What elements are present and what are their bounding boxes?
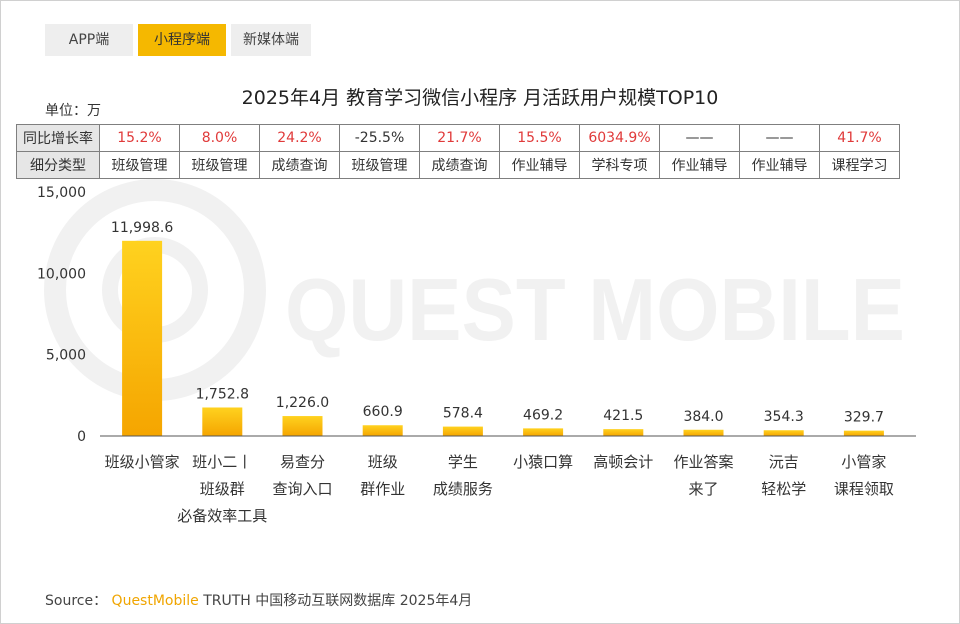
bar <box>763 430 804 436</box>
bar-value-label: 354.3 <box>764 409 804 425</box>
bar <box>843 430 884 436</box>
growth-cell: 21.7% <box>419 124 500 152</box>
tab-app[interactable]: APP端 <box>45 24 133 56</box>
type-cell: 班级管理 <box>339 151 420 179</box>
x-tick-label: 查询入口 <box>272 480 332 498</box>
bar-value-label: 469.2 <box>523 407 563 423</box>
bar-value-label: 1,226.0 <box>276 395 329 411</box>
growth-cell: 41.7% <box>819 124 900 152</box>
bar-chart: 0 5,000 10,000 15,000 11,998.6 1,752.8 1,226.… <box>37 185 916 525</box>
type-header: 细分类型 <box>16 151 100 179</box>
x-tick-label: 课程领取 <box>834 480 894 498</box>
bar-value-label: 421.5 <box>603 408 643 424</box>
tab-mini-program[interactable]: 小程序端 <box>138 24 226 56</box>
x-tick-label: 轻松学 <box>761 480 806 498</box>
bar-value-label: 1,752.8 <box>196 386 249 402</box>
source-prefix: Source： <box>45 593 108 609</box>
type-cell: 作业辅导 <box>739 151 820 179</box>
type-cell: 班级管理 <box>99 151 180 179</box>
growth-cell: —— <box>739 124 820 152</box>
bar-value-label: 578.4 <box>443 406 483 422</box>
x-tick-label: 小猿口算 <box>513 453 573 471</box>
type-cell: 作业辅导 <box>659 151 740 179</box>
chart-title: 2025年4月 教育学习微信小程序 月活跃用户规模TOP10 <box>241 87 719 109</box>
growth-cell: 6034.9% <box>579 124 660 152</box>
growth-cell: -25.5% <box>339 124 420 152</box>
x-tick-label: 易查分 <box>280 453 325 471</box>
type-cell: 班级管理 <box>179 151 260 179</box>
x-tick-label: 高顿会计 <box>593 453 653 471</box>
x-tick-label: 来了 <box>688 480 718 498</box>
x-tick-label: 小管家 <box>841 453 886 471</box>
source-brand: QuestMobile <box>111 593 199 609</box>
tab-new-media[interactable]: 新媒体端 <box>231 24 311 56</box>
stats-table: 同比增长率 15.2% 8.0% 24.2% -25.5% 21.7% 15.5… <box>16 124 900 179</box>
x-tick-label: 成绩服务 <box>433 480 493 498</box>
bar <box>362 425 403 436</box>
type-cell: 成绩查询 <box>419 151 500 179</box>
bar <box>442 426 483 436</box>
type-cell: 作业辅导 <box>499 151 580 179</box>
y-tick-label: 15,000 <box>37 185 86 201</box>
bar-value-label: 660.9 <box>363 404 403 420</box>
growth-cell: 24.2% <box>259 124 340 152</box>
y-tick-label: 0 <box>77 429 86 445</box>
y-axis: 0 5,000 10,000 15,000 <box>37 185 86 445</box>
x-tick-label: 群作业 <box>360 480 405 498</box>
growth-cell: 15.2% <box>99 124 180 152</box>
bar <box>603 429 644 436</box>
unit-label: 单位：万 <box>45 103 101 119</box>
x-tick-label: 班级 <box>368 453 398 471</box>
bar-value-label: 11,998.6 <box>111 220 173 236</box>
tab-bar: APP端 小程序端 新媒体端 <box>45 24 311 56</box>
type-row: 细分类型 班级管理 班级管理 成绩查询 班级管理 成绩查询 作业辅导 学科专项 … <box>16 151 900 179</box>
type-cell: 学科专项 <box>579 151 660 179</box>
bar <box>282 416 323 436</box>
bar <box>202 407 243 436</box>
bars: 11,998.6 1,752.8 1,226.0 660.9 578.4 469.2 421… <box>111 220 884 436</box>
x-tick-label: 班级群 <box>200 480 245 498</box>
x-tick-label: 作业答案 <box>673 453 733 471</box>
type-cell: 成绩查询 <box>259 151 340 179</box>
x-tick-label: 学生 <box>448 453 478 471</box>
bar <box>523 428 564 436</box>
source-note: Source： QuestMobile TRUTH 中国移动互联网数据库 202… <box>45 590 472 610</box>
growth-cell: 15.5% <box>499 124 580 152</box>
bar <box>122 240 163 436</box>
type-cell: 课程学习 <box>819 151 900 179</box>
x-tick-label: 班级小管家 <box>105 453 180 471</box>
bar-value-label: 329.7 <box>844 410 884 426</box>
y-tick-label: 10,000 <box>37 266 86 282</box>
y-tick-label: 5,000 <box>46 348 86 364</box>
growth-row: 同比增长率 15.2% 8.0% 24.2% -25.5% 21.7% 15.5… <box>16 124 900 152</box>
bar <box>683 429 724 436</box>
source-rest: TRUTH 中国移动互联网数据库 2025年4月 <box>203 593 473 609</box>
growth-cell: 8.0% <box>179 124 260 152</box>
x-tick-label: 沅吉 <box>769 453 799 471</box>
x-tick-label: 班小二丨 <box>192 453 252 471</box>
growth-header: 同比增长率 <box>16 124 100 152</box>
bar-value-label: 384.0 <box>683 409 723 425</box>
x-tick-label: 必备效率工具 <box>177 507 267 525</box>
growth-cell: —— <box>659 124 740 152</box>
